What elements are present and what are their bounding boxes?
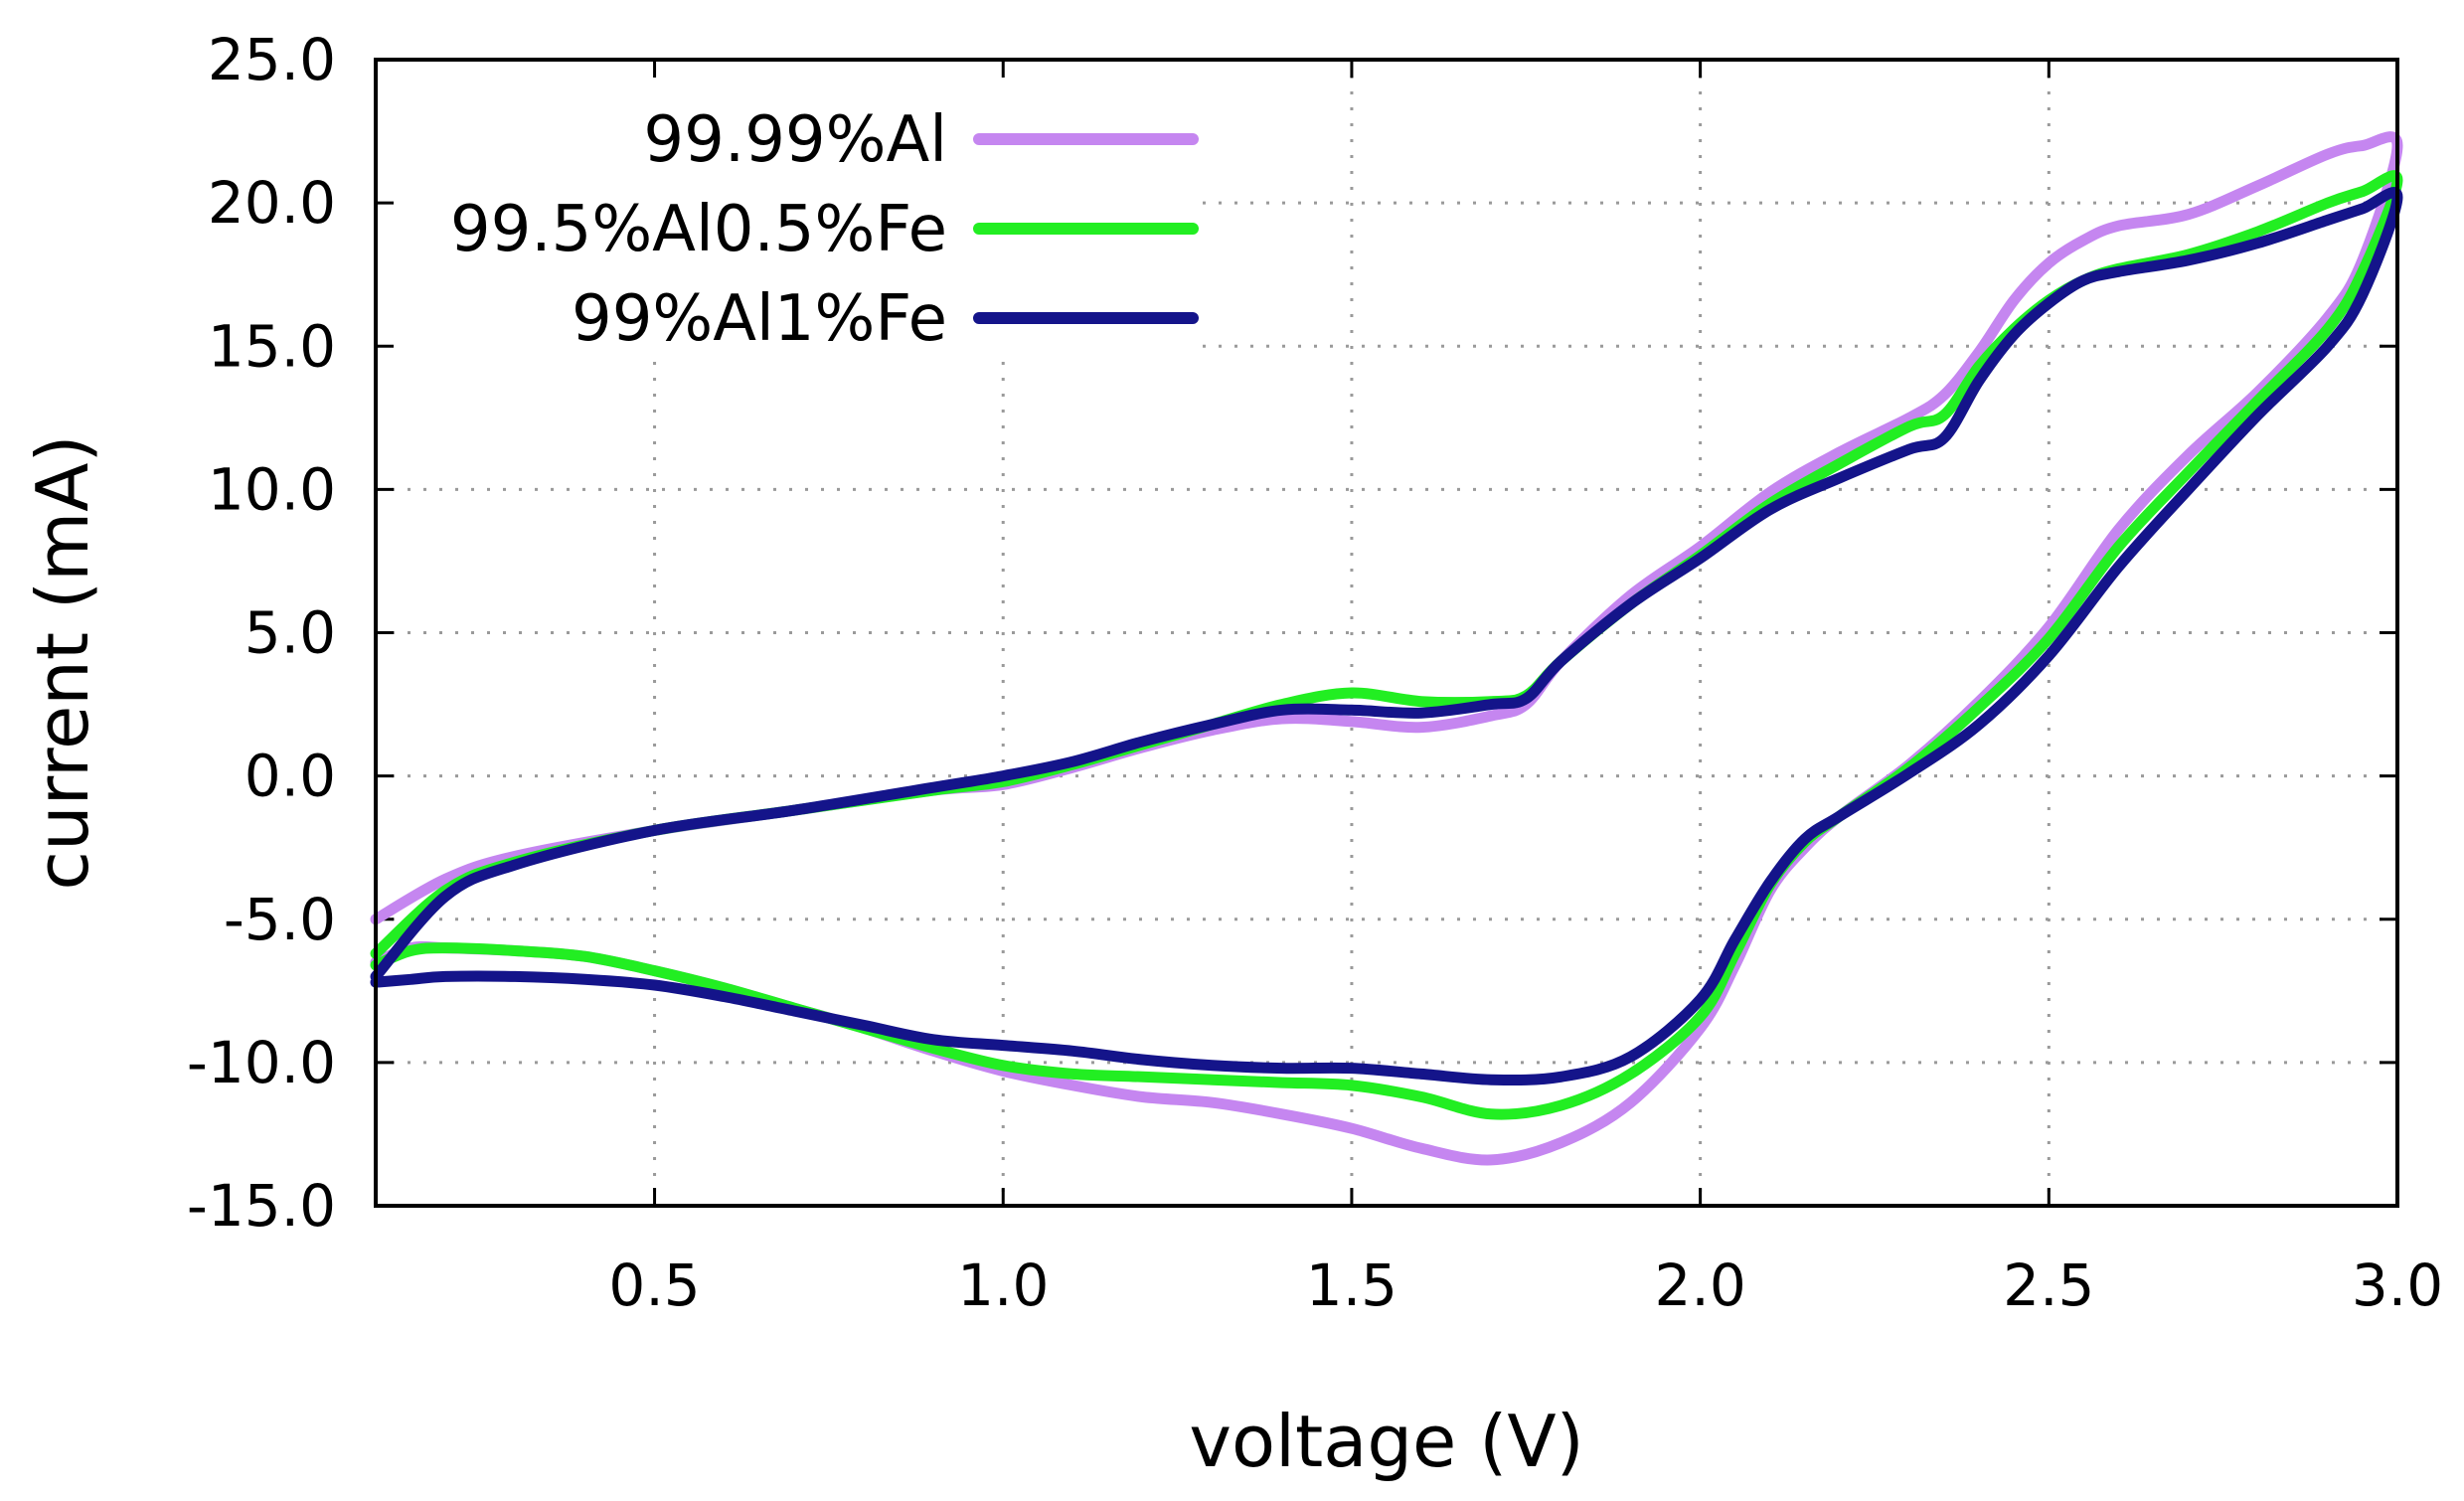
y-tick-label: -5.0 [224,886,336,953]
x-tick-label: 0.5 [608,1251,700,1319]
y-tick-label: -10.0 [187,1029,336,1096]
y-tick-label: 0.0 [245,743,336,810]
y-tick-label: 15.0 [208,312,336,380]
axis-ticks: -15.0 -10.0 -5.0 0.0 5.0 10.0 15.0 20.0 25.0 0.5 1… [187,26,2443,1319]
x-tick-label: 2.0 [1654,1251,1745,1319]
x-tick-label: 1.5 [1306,1251,1397,1319]
y-tick-label: -15.0 [187,1172,336,1240]
legend: 99.99%Al 99.5%Al0.5%Fe 99%Al1%Fe [450,103,1199,356]
series-lines [370,131,2403,1166]
x-tick-label: 3.0 [2352,1251,2443,1319]
y-tick-label: 5.0 [245,599,336,667]
x-tick-label: 2.5 [2003,1251,2094,1319]
legend-label-1: 99.99%Al [643,103,947,177]
x-tick-label: 1.0 [957,1251,1049,1319]
y-tick-label: 10.0 [208,455,336,523]
legend-label-3: 99%Al1%Fe [572,282,947,356]
plot-frame [374,58,2399,1208]
y-tick-label: 25.0 [208,26,336,93]
y-axis-title: current (mA) [21,434,104,890]
y-tick-label: 20.0 [208,169,336,237]
series-line-3 [370,187,2403,1086]
legend-label-2: 99.5%Al0.5%Fe [450,193,947,266]
x-axis-title: voltage (V) [1189,1400,1583,1483]
series-line-2 [370,170,2403,1120]
